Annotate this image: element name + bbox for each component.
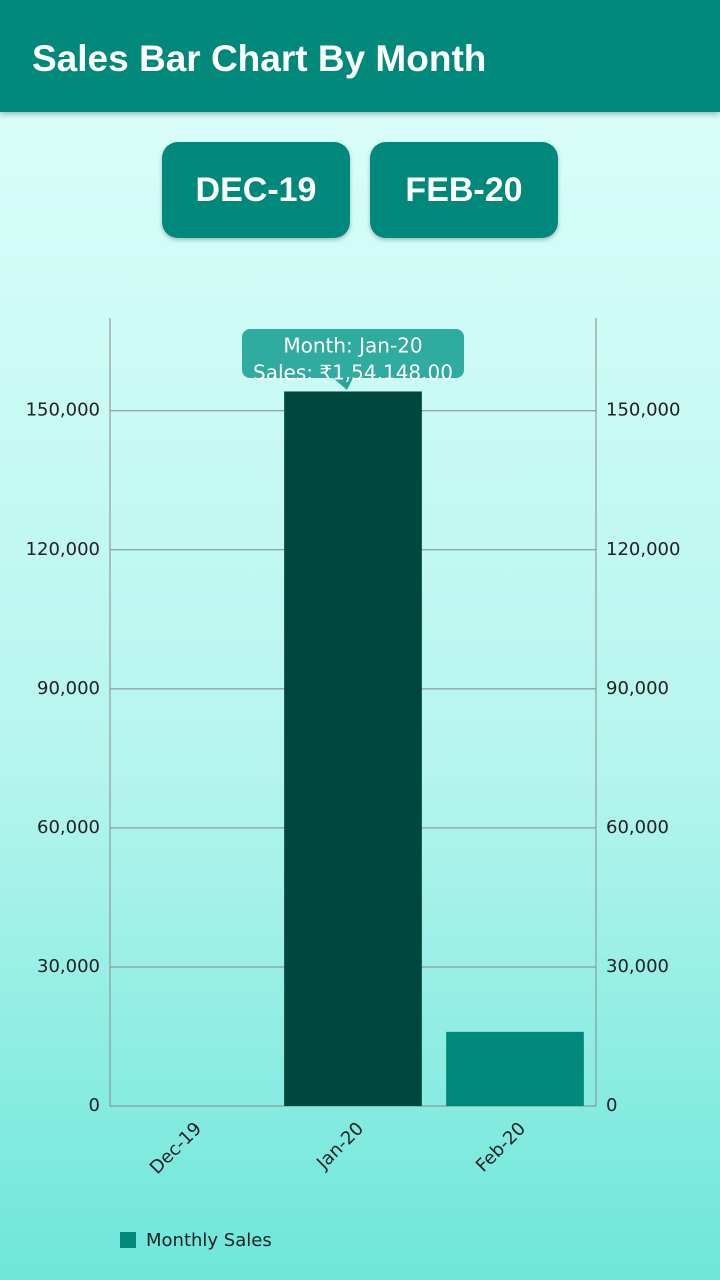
y-tick-label: 30,000	[37, 956, 100, 977]
tooltip-pointer	[333, 378, 353, 390]
y-tick-label: 120,000	[26, 539, 100, 560]
tooltip-text: Month: Jan-20	[283, 334, 422, 358]
y-tick-label: 30,000	[606, 956, 669, 977]
x-tick-label: Dec-19	[146, 1118, 206, 1178]
app-bar: Sales Bar Chart By Month	[0, 0, 720, 112]
y-tick-label: 60,000	[606, 817, 669, 838]
month-button[interactable]: FEB-20	[370, 142, 558, 238]
app-title: Sales Bar Chart By Month	[32, 38, 487, 79]
y-tick-label: 0	[89, 1095, 100, 1116]
bar	[284, 391, 422, 1107]
tooltip-box	[242, 329, 464, 378]
y-tick-label: 120,000	[606, 539, 680, 560]
y-tick-label: 150,000	[606, 400, 680, 421]
tooltip-text: Sales: ₹1,54,148.00	[253, 361, 453, 385]
x-tick-label: Feb-20	[472, 1118, 530, 1176]
y-tick-label: 0	[606, 1095, 617, 1116]
y-tick-label: 90,000	[37, 678, 100, 699]
y-tick-label: 60,000	[37, 817, 100, 838]
bar	[446, 1031, 584, 1106]
legend-label: Monthly Sales	[146, 1230, 272, 1251]
legend-swatch	[120, 1232, 136, 1248]
y-tick-label: 150,000	[26, 400, 100, 421]
y-tick-label: 90,000	[606, 678, 669, 699]
month-button[interactable]: DEC-19	[162, 142, 350, 238]
x-tick-label: Jan-20	[312, 1118, 368, 1174]
